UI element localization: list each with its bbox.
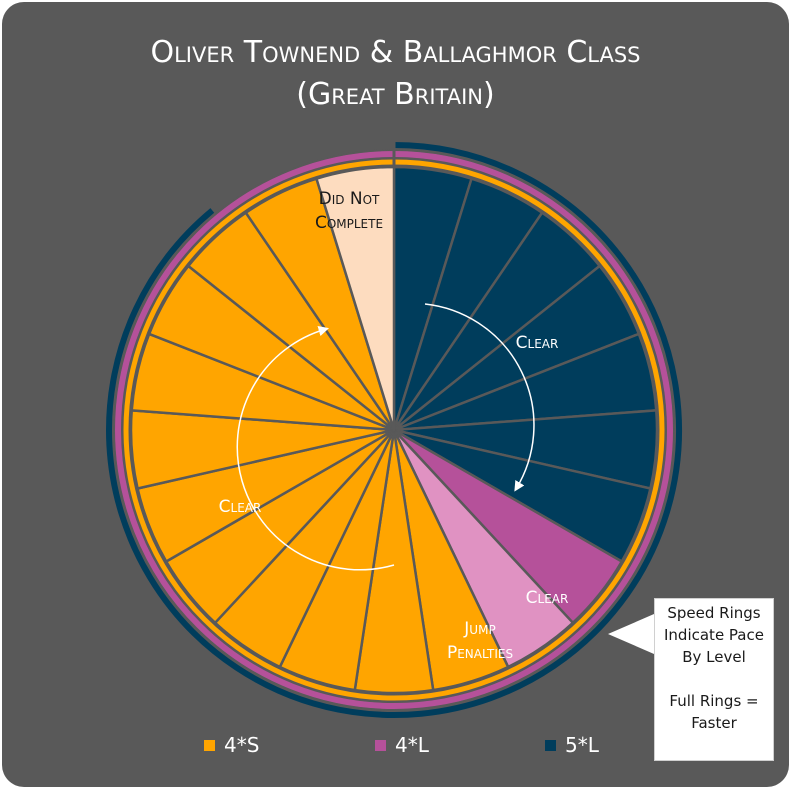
legend-label-4l: 4*L <box>395 733 429 757</box>
legend-swatch-4s <box>204 739 215 751</box>
legend-swatch-4l <box>375 739 386 751</box>
direction-arrows <box>236 303 535 571</box>
label-dnc-1: Did Not <box>319 189 380 209</box>
label-jump-penalties-2: Penalties <box>447 643 513 663</box>
callout-line-4: Full Rings = <box>669 692 759 710</box>
arrow-5l-clear <box>424 303 535 492</box>
pie-wedge-4s-did-not-complete-1 <box>315 165 396 432</box>
legend-label-4s: 4*S <box>224 733 260 757</box>
label-5l-clear: Clear <box>516 333 559 353</box>
title-line-2: (Great Britain) <box>296 77 495 112</box>
callout-line-3: By Level <box>682 648 746 666</box>
legend-item-4l: 4*L <box>375 733 429 757</box>
slice-labels: Clear Clear Jump Penalties Clear Did Not… <box>219 189 569 663</box>
label-dnc-2: Complete <box>315 213 383 233</box>
callout-line-1: Speed Rings <box>667 604 761 622</box>
callout-line-2: Indicate Pace <box>664 626 764 644</box>
legend-item-4s: 4*S <box>204 733 259 757</box>
legend: 4*S 4*L 5*L <box>2 733 652 763</box>
arrow-4s-clear <box>236 326 395 571</box>
speed-ring-5l <box>106 142 682 718</box>
legend-swatch-5l <box>545 739 556 751</box>
label-4s-clear: Clear <box>219 497 262 517</box>
speed-rings <box>106 140 682 718</box>
label-jump-penalties-1: Jump <box>463 619 495 639</box>
legend-label-5l: 5*L <box>565 733 599 757</box>
callout-line-5: Faster <box>691 714 737 732</box>
label-4l-clear: Clear <box>526 588 569 608</box>
chart-title: Oliver Townend & Ballaghmor Class (Great… <box>2 32 789 116</box>
callout-pointer <box>608 614 654 654</box>
pie-slices <box>129 165 659 695</box>
legend-item-5l: 5*L <box>545 733 599 757</box>
title-line-1: Oliver Townend & Ballaghmor Class <box>150 35 641 70</box>
speed-rings-callout: Speed Rings Indicate Pace By Level Full … <box>654 598 774 761</box>
